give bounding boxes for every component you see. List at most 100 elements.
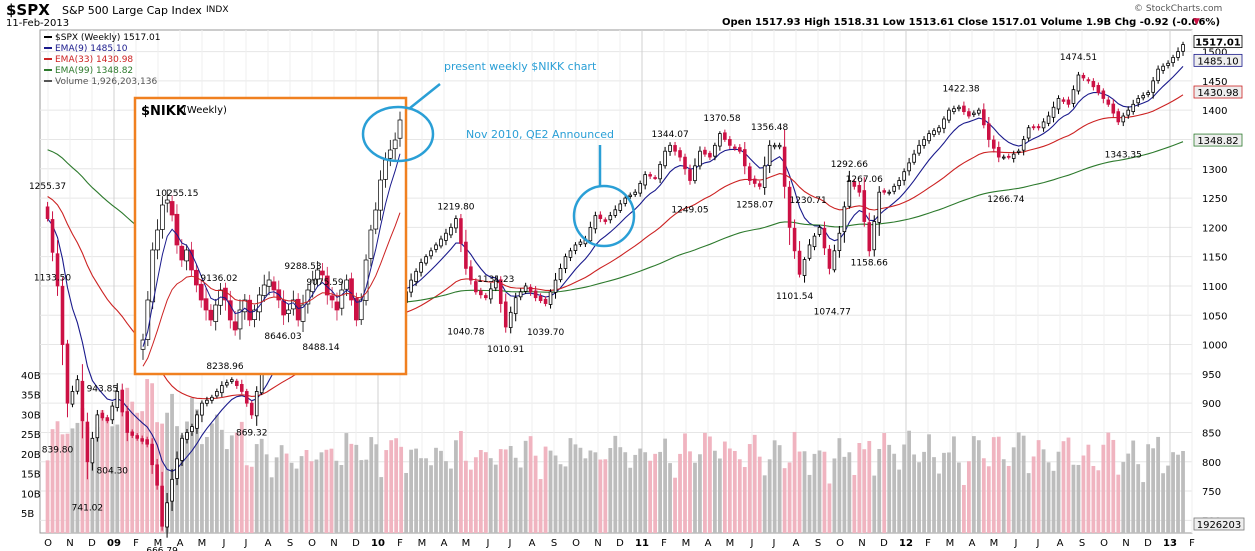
candle-body xyxy=(628,194,633,197)
candle-body xyxy=(419,262,423,273)
volume-bar xyxy=(1146,444,1151,533)
volume-bar xyxy=(1176,454,1180,533)
candle-body xyxy=(558,267,563,281)
price-label: 943.85 xyxy=(87,384,119,394)
candle-body xyxy=(733,146,737,149)
volume-bar xyxy=(892,453,897,533)
x-tick-label: M xyxy=(682,538,691,549)
volume-bar xyxy=(219,429,224,533)
volume-bar xyxy=(1001,459,1006,533)
volume-tick-label: 35B xyxy=(21,391,41,402)
volume-bar xyxy=(1011,447,1016,533)
candle-body xyxy=(1181,44,1185,52)
candle-body xyxy=(434,244,438,250)
volume-bar xyxy=(374,444,379,533)
volume-bar xyxy=(90,440,95,533)
volume-bar xyxy=(937,473,941,533)
volume-bar xyxy=(593,452,598,533)
current-volume-box xyxy=(1193,517,1245,531)
y-tick-label: 800 xyxy=(1202,458,1221,469)
volume-tick-label: 30B xyxy=(21,410,41,421)
volume-bar xyxy=(747,444,752,533)
inset-candle-body xyxy=(203,298,209,311)
candle-body xyxy=(772,144,777,148)
qe2-callout-text: Nov 2010, QE2 Announced xyxy=(466,128,614,141)
volume-bar xyxy=(633,454,638,533)
volume-bar xyxy=(334,460,339,533)
volume-bar xyxy=(693,462,697,533)
inset-candle-body xyxy=(140,339,146,350)
candle-body xyxy=(902,171,906,181)
candle-body xyxy=(698,150,702,167)
x-tick-label: M xyxy=(462,538,471,549)
candle-body xyxy=(1141,95,1145,99)
volume-bar xyxy=(289,462,294,533)
candle-body xyxy=(469,266,473,281)
volume-bar xyxy=(588,450,593,533)
volume-bar xyxy=(180,435,184,533)
volume-bar xyxy=(623,452,628,533)
inset-price-label: 8238.96 xyxy=(206,362,243,372)
volume-bar xyxy=(847,452,852,533)
inset-candle-body xyxy=(174,213,180,246)
volume-bar xyxy=(120,404,125,533)
x-tick-label: N xyxy=(330,538,337,549)
current-value-box xyxy=(1193,133,1243,147)
candle-body xyxy=(643,174,647,186)
volume-bar xyxy=(912,454,916,533)
candle-body xyxy=(503,301,508,328)
candle-body xyxy=(962,105,966,113)
x-tick-label: F xyxy=(1189,538,1195,549)
price-label: 804.30 xyxy=(97,466,129,476)
volume-bars xyxy=(45,379,1185,533)
inset-candle-body xyxy=(358,299,364,321)
volume-bar xyxy=(359,460,364,533)
volume-bar xyxy=(882,433,887,533)
candle-body xyxy=(135,435,139,439)
volume-bar xyxy=(668,463,672,533)
candle-body xyxy=(518,291,523,298)
inset-price-label: 8488.14 xyxy=(302,343,339,353)
candle-body xyxy=(767,144,772,166)
x-tick-label: F xyxy=(397,538,403,549)
x-tick-label: D xyxy=(1144,538,1152,549)
volume-bar xyxy=(1041,449,1046,533)
volume-bar xyxy=(991,437,996,533)
volume-bar xyxy=(224,449,229,533)
candle-body xyxy=(887,191,891,194)
volume-bar xyxy=(802,451,807,533)
volume-bar xyxy=(872,475,877,533)
volume-bar xyxy=(568,438,573,533)
current-value-box xyxy=(1193,35,1243,49)
candle-body xyxy=(493,279,498,289)
volume-bar xyxy=(698,454,702,533)
candle-body xyxy=(1016,150,1021,153)
price-label: 1219.80 xyxy=(437,203,474,213)
volume-bar xyxy=(329,448,334,533)
candle-body xyxy=(110,405,115,421)
candle-body xyxy=(678,150,682,158)
candle-body xyxy=(100,412,105,419)
volume-bar xyxy=(210,423,214,533)
inset-candle-body xyxy=(261,284,267,296)
y-tick-label: 750 xyxy=(1202,487,1221,498)
candle-body xyxy=(1081,74,1086,79)
inset-candle-body xyxy=(286,309,291,314)
volume-bar xyxy=(962,484,966,533)
volume-bar xyxy=(463,460,468,533)
candle-body xyxy=(578,241,583,245)
price-label: 1101.54 xyxy=(776,292,813,302)
volume-bar xyxy=(603,459,608,533)
volume-bar xyxy=(927,434,931,533)
volume-bar xyxy=(573,444,578,533)
volume-bar xyxy=(1181,451,1185,533)
candle-body xyxy=(50,219,55,253)
price-label: 1258.07 xyxy=(736,200,773,210)
volume-bar xyxy=(583,458,588,533)
volume-bar xyxy=(553,455,558,533)
inset-title: $NIKK xyxy=(141,104,187,119)
candle-body xyxy=(508,311,513,328)
chart-header: $SPX S&P 500 Large Cap Index INDX 11-Feb… xyxy=(0,0,1255,30)
candle-body xyxy=(922,139,926,146)
volume-bar xyxy=(444,461,448,533)
